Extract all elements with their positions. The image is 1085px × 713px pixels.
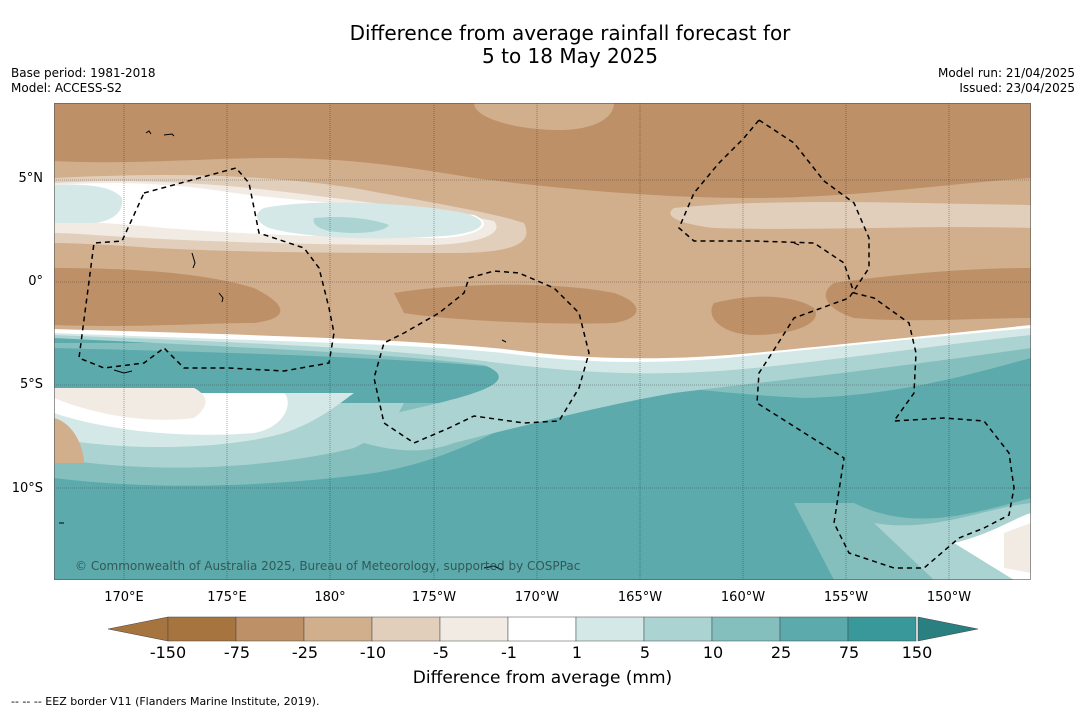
- colorbar-tick: 5: [639, 643, 651, 662]
- colorbar-cell: [371, 616, 441, 642]
- lat-label-10s: 10°S: [11, 481, 43, 496]
- lon-label-175w: 175°W: [411, 590, 457, 605]
- eez-legend: -- -- -- EEZ border V11 (Flanders Marine…: [11, 695, 320, 708]
- lon-label-165w: 165°W: [617, 590, 663, 605]
- model-name: Model: ACCESS-S2: [11, 81, 123, 95]
- colorbar-cell: [643, 616, 713, 642]
- colorbar-tick: 25: [770, 643, 792, 662]
- region-west-75: [54, 268, 281, 326]
- base-period: Base period: 1981-2018: [11, 66, 156, 80]
- region-north-light: [474, 103, 614, 131]
- colorbar-cell: [303, 616, 373, 642]
- eez-borders: [78, 119, 1015, 569]
- lat-label-5n: 5°N: [18, 171, 44, 186]
- lon-label-155w: 155°W: [823, 590, 869, 605]
- lon-label-180: 180°: [314, 590, 346, 605]
- lon-label-170w: 170°W: [514, 590, 560, 605]
- map-border: [54, 103, 1031, 580]
- colorbar-tick: -10: [359, 643, 387, 662]
- lon-label-160w: 160°W: [720, 590, 766, 605]
- lon-label-170e: 170°E: [104, 590, 144, 605]
- region-far-east-75: [825, 268, 1031, 321]
- title-line-2: 5 to 18 May 2025: [482, 44, 658, 68]
- colorbar-cell: [439, 616, 509, 642]
- colorbar-tick: -5: [433, 643, 449, 662]
- region-ne-10: [670, 201, 1031, 229]
- title-line-1: Difference from average rainfall forecas…: [349, 21, 791, 45]
- colorbar-cell: [167, 616, 237, 642]
- colorbar-cell: [711, 616, 781, 642]
- region-se-brown: [1004, 523, 1031, 573]
- colorbar-tick: -75: [223, 643, 251, 662]
- colorbar-label: Difference from average (mm): [412, 668, 673, 688]
- island-outlines: [59, 130, 800, 571]
- colorbar-left-arrow: [108, 616, 169, 642]
- region-north-teal10: [313, 216, 389, 233]
- lon-label-150w: 150°W: [926, 590, 972, 605]
- region-sw-brown: [54, 418, 84, 463]
- graticule: [54, 103, 1031, 580]
- map-title: Difference from average rainfall forecas…: [0, 22, 1085, 68]
- map-canvas: [54, 103, 1031, 580]
- colorbar-cell: [507, 616, 577, 642]
- colorbar-cells: [167, 616, 917, 642]
- meta-right: Model run: 21/04/2025 Issued: 23/04/2025: [938, 66, 1075, 96]
- region-nw-5: [54, 184, 123, 223]
- copyright-text: © Commonwealth of Australia 2025, Bureau…: [75, 559, 581, 573]
- model-run: Model run: 21/04/2025: [937, 66, 1075, 80]
- rainfall-map: [54, 103, 1031, 580]
- lat-label-5s: 5°S: [19, 377, 43, 392]
- colorbar-tick: -1: [501, 643, 517, 662]
- region-north-75: [54, 103, 1031, 198]
- colorbar-cell: [235, 616, 305, 642]
- region-sw-1: [54, 388, 206, 420]
- colorbar-right-arrow: [917, 616, 978, 642]
- issued-date: Issued: 23/04/2025: [959, 81, 1075, 95]
- colorbar-cell: [779, 616, 849, 642]
- colorbar: [108, 616, 978, 642]
- colorbar-cell: [847, 616, 917, 642]
- region-center-75: [394, 284, 637, 324]
- colorbar-tick: 75: [838, 643, 860, 662]
- colorbar-tick: -150: [149, 643, 187, 662]
- colorbar-tick: 1: [571, 643, 583, 662]
- lon-label-175e: 175°E: [207, 590, 247, 605]
- colorbar-tick: 150: [901, 643, 933, 662]
- meta-left: Base period: 1981-2018 Model: ACCESS-S2: [11, 66, 156, 96]
- lat-label-0: 0°: [28, 274, 43, 289]
- colorbar-tick: 10: [702, 643, 724, 662]
- colorbar-tick: -25: [291, 643, 319, 662]
- colorbar-cell: [575, 616, 645, 642]
